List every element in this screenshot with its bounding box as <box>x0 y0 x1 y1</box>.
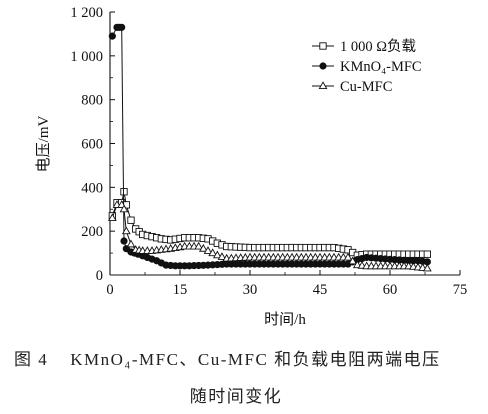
data-point <box>107 213 117 222</box>
series-layer <box>107 23 432 272</box>
data-point <box>108 32 116 40</box>
series-3 <box>107 200 432 272</box>
y-tick-label: 0 <box>96 268 103 284</box>
data-point <box>118 23 126 31</box>
data-point <box>423 250 431 258</box>
y-tick-label: 1 000 <box>70 49 103 65</box>
data-point <box>217 252 227 260</box>
x-tick-label: 0 <box>106 282 113 298</box>
y-tick-label: 600 <box>81 137 103 153</box>
x-tick-label: 75 <box>453 282 468 298</box>
legend-marker <box>319 62 327 70</box>
figure-caption-line-2: 随时间变化 <box>189 387 283 406</box>
data-point <box>126 239 136 248</box>
data-point <box>127 216 135 224</box>
figure-caption-text: KMnO₄-MFC、Cu-MFC 和负载电阻两端电压 <box>70 350 441 369</box>
x-tick-label: 45 <box>313 282 328 298</box>
x-tick-label: 15 <box>173 282 188 298</box>
x-axis-label: 时间/h <box>264 311 306 328</box>
x-tick-label: 30 <box>243 282 258 298</box>
data-point <box>343 252 353 261</box>
y-axis-label: 电压/mV <box>35 116 52 173</box>
y-tick-label: 800 <box>81 93 103 109</box>
legend-label: KMnO₄-MFC <box>340 59 422 75</box>
data-point <box>119 204 129 213</box>
data-point <box>203 246 213 254</box>
data-point <box>194 241 204 250</box>
data-point <box>198 243 208 252</box>
x-axis-ticks: 0 15 30 45 60 75 <box>106 270 467 298</box>
legend-item: KMnO₄-MFC <box>312 59 422 75</box>
figure-number: 图 4 <box>14 350 49 369</box>
series-2 <box>108 23 431 270</box>
data-point <box>212 250 222 259</box>
figure-caption-line-1: 图 4 KMnO₄-MFC、Cu-MFC 和负载电阻两端电压 <box>14 345 488 370</box>
legend-marker <box>319 42 327 50</box>
data-point <box>422 263 432 272</box>
voltage-time-chart: 0 200 400 600 800 1 000 1 200 0 15 30 45 60 75 电压/m… <box>35 5 467 328</box>
data-point <box>208 248 218 257</box>
legend: 1 000 Ω负载 KMnO₄-MFC Cu-MFC <box>312 38 422 95</box>
x-tick-label: 60 <box>383 282 398 298</box>
y-tick-label: 1 200 <box>70 5 103 21</box>
legend-item: Cu-MFC <box>312 79 392 95</box>
legend-label: Cu-MFC <box>340 79 392 95</box>
data-point <box>348 256 358 265</box>
data-point <box>121 226 131 235</box>
y-tick-label: 200 <box>81 224 103 240</box>
legend-label: 1 000 Ω负载 <box>340 38 416 55</box>
y-axis-ticks: 0 200 400 600 800 1 000 1 200 <box>70 5 115 284</box>
legend-item: 1 000 Ω负载 <box>312 38 416 55</box>
y-tick-label: 400 <box>81 180 103 196</box>
data-point <box>120 237 128 245</box>
data-point <box>120 188 128 196</box>
legend-marker <box>318 81 328 90</box>
